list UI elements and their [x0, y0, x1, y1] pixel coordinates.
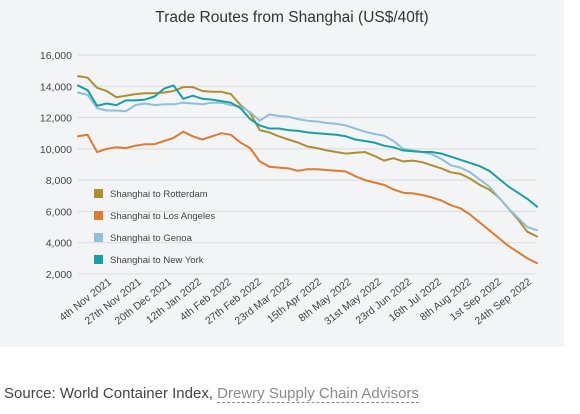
legend-label: Shanghai to Rotterdam	[110, 189, 208, 200]
y-tick-label: 2,000	[46, 269, 72, 281]
series-line-2	[77, 130, 538, 265]
y-tick-label: 6,000	[46, 206, 72, 218]
legend-label: Shanghai to New York	[110, 255, 204, 266]
source-link[interactable]: Drewry Supply Chain Advisors	[217, 385, 419, 403]
chart-panel: Trade Routes from Shanghai (US$/40ft) 2,…	[0, 0, 564, 347]
series-lines	[77, 75, 538, 265]
legend-swatch	[94, 233, 103, 242]
y-tick-label: 16,000	[40, 50, 72, 62]
legend: Shanghai to Rotterdam Shanghai to Los Ang…	[94, 189, 215, 266]
legend-swatch	[94, 255, 103, 264]
line-chart: Trade Routes from Shanghai (US$/40ft) 2,…	[40, 9, 538, 328]
y-tick-label: 4,000	[46, 238, 72, 250]
y-tick-label: 12,000	[40, 113, 72, 125]
legend-label: Shanghai to Los Angeles	[110, 211, 215, 222]
legend-label: Shanghai to Genoa	[110, 233, 193, 244]
source-prefix: Source: World Container Index,	[4, 385, 218, 402]
source-note: Source: World Container Index, Drewry Su…	[4, 385, 419, 403]
legend-swatch	[94, 211, 103, 220]
y-tick-label: 10,000	[40, 144, 72, 156]
y-tick-label: 8,000	[46, 175, 72, 187]
y-axis-ticks: 2,000 4,000 6,000 8,000 10,000 12,000 14,000 16…	[40, 50, 72, 281]
gridlines	[78, 54, 537, 275]
series-line-3	[77, 91, 538, 232]
chart-title: Trade Routes from Shanghai (US$/40ft)	[155, 9, 428, 26]
series-line-1	[77, 75, 538, 238]
series-line-4	[77, 84, 538, 208]
legend-swatch	[94, 189, 103, 198]
y-tick-label: 14,000	[40, 81, 72, 93]
